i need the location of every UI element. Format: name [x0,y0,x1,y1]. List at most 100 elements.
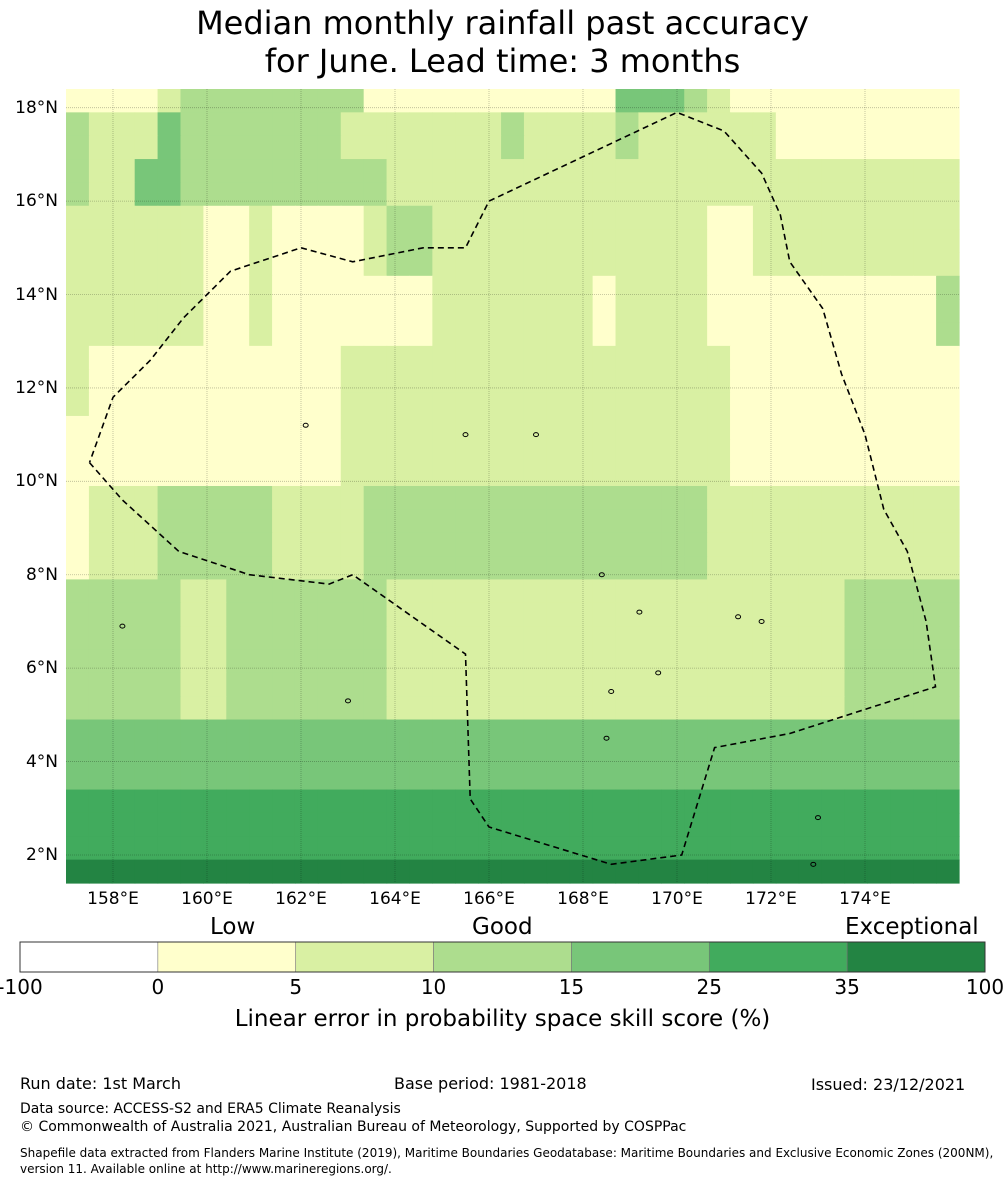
skill-cell [684,742,708,767]
skill-cell [752,789,777,814]
skill-cell [890,486,914,510]
skill-cell [844,696,869,721]
skill-cell [707,859,731,884]
skill-cell [867,626,891,651]
skill-cell [501,392,525,417]
skill-cell [340,509,365,534]
skill-cell [294,556,319,581]
skill-cell [546,89,571,113]
skill-cell [867,159,891,184]
skill-cell [592,229,617,254]
skill-cell [546,369,571,394]
skill-cell [157,182,182,207]
skill-cell [775,672,800,697]
skill-cell [111,812,136,837]
skill-cell [88,742,113,767]
skill-cell [409,836,433,861]
lon-label: 162°E [275,889,327,909]
colorbar-swatch [295,941,434,973]
skill-cell [294,649,319,674]
skill-cell [569,556,594,581]
skill-cell [317,696,342,721]
skill-cell [272,369,296,394]
skill-cell [409,789,433,814]
skill-cell [363,742,388,767]
skill-cell [523,322,548,347]
skill-cell [730,719,754,744]
skill-cell [913,579,937,604]
skill-cell [661,299,685,324]
skill-cell [638,579,662,604]
skill-cell [134,626,159,651]
skill-cell [501,789,525,814]
colorbar-tick: 25 [696,975,722,999]
skill-cell [294,439,319,464]
skill-cell [844,345,869,370]
skill-cell [409,135,433,160]
skill-cell [180,696,204,721]
skill-cell [66,439,90,464]
skill-cell [111,135,136,160]
skill-cell [249,252,273,277]
colorbar-swatch [571,941,710,973]
skill-cell [88,649,113,674]
skill-cell [546,229,571,254]
skill-cell [615,345,640,370]
skill-cell [592,322,617,347]
lon-label: 170°E [651,889,703,909]
skill-cell [272,345,296,370]
colorbar-tick: 35 [834,975,860,999]
skill-cell [730,135,754,160]
skill-cell [501,322,525,347]
skill-cell [111,299,136,324]
skill-cell [730,229,754,254]
skill-cell [546,135,571,160]
skill-cell [340,205,365,230]
skill-cell [546,672,571,697]
skill-cell [615,626,640,651]
skill-cell [455,89,479,113]
skill-cell [867,439,891,464]
skill-cell [317,135,342,160]
skill-cell [66,602,90,627]
skill-cell [157,135,182,160]
skill-cell [88,789,113,814]
skill-cell [203,626,227,651]
skill-cell [867,486,891,510]
skill-cell [66,275,90,300]
skill-cell [523,556,548,581]
skill-cell [730,859,754,884]
skill-cell [523,182,548,207]
skill-cell [478,649,502,674]
skill-cell [478,486,502,510]
skill-cell [798,439,823,464]
skill-cell [180,789,204,814]
skill-cell [501,415,525,440]
skill-cell [111,275,136,300]
skill-cell [523,299,548,324]
skill-cell [936,299,960,324]
skill-cell [88,602,113,627]
copyright-notice: © Commonwealth of Australia 2021, Austra… [20,1119,687,1135]
skill-cell [432,299,456,324]
skill-cell [890,859,914,884]
skill-cell [730,836,754,861]
skill-cell [798,182,823,207]
skill-cell [821,556,846,581]
skill-cell [180,392,204,417]
skill-cell [936,439,960,464]
skill-cell [752,602,777,627]
skill-cell [798,415,823,440]
skill-cell [409,275,433,300]
skill-cell [386,719,411,744]
skill-cell [432,766,456,791]
skill-cell [363,812,388,837]
skill-cell [432,579,456,604]
skill-cell [134,252,159,277]
skill-cell [203,415,227,440]
skill-cell [638,789,662,814]
skill-cell [386,345,411,370]
skill-cell [844,322,869,347]
skill-cell [363,462,388,487]
skill-cell [546,532,571,557]
